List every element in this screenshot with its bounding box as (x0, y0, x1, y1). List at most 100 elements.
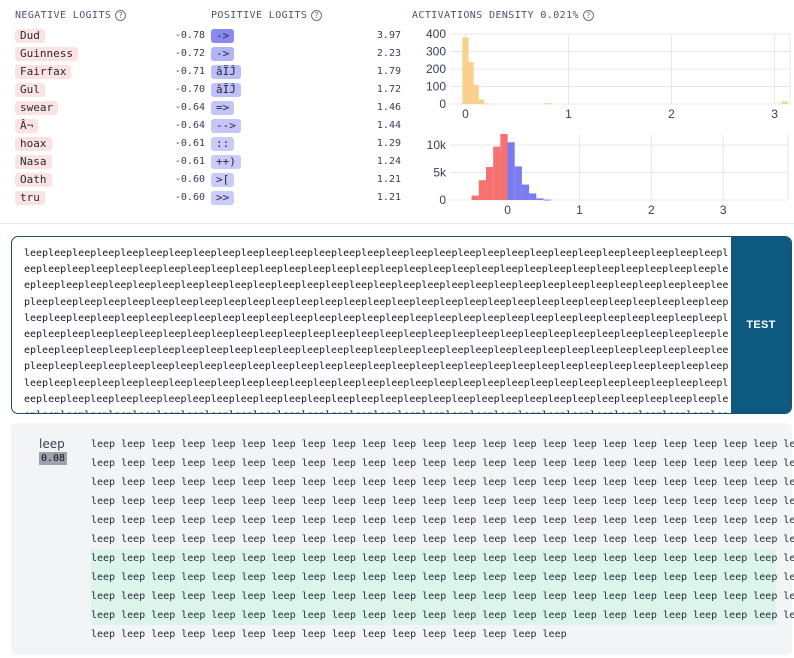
negative-logits-title: NEGATIVE LOGITS (15, 10, 112, 21)
positive-logits-title: POSITIVE LOGITS (211, 10, 308, 21)
density-bar (462, 37, 469, 104)
negative-logit-token: Nasa (15, 155, 52, 169)
y-tick-label: 10k (427, 138, 447, 152)
positive-logit-row: âĨĴ 1.79 (211, 63, 401, 81)
activations-density-header: ACTIVATIONS DENSITY 0.021% ? (412, 10, 594, 21)
help-icon[interactable]: ? (115, 10, 127, 21)
help-icon[interactable]: ? (582, 10, 594, 21)
negative-logits-header: NEGATIVE LOGITS ? (15, 10, 127, 21)
result-text-line: leep leep leep leep leep leep leep leep … (91, 439, 794, 450)
positive-logit-token: ++) (211, 155, 241, 169)
negative-logit-row: Fairfax -0.71 (15, 63, 205, 81)
positive-logit-token: >[ (211, 173, 235, 187)
x-tick-label: 3 (771, 107, 778, 121)
x-tick-label: 0 (504, 203, 511, 217)
positive-logit-value: 1.79 (376, 66, 401, 77)
negative-logit-token: Gul (15, 83, 45, 97)
positive-logit-value: 2.23 (376, 48, 401, 59)
result-text-line: leep leep leep leep leep leep leep leep … (91, 587, 794, 606)
x-tick-label: 1 (565, 107, 572, 121)
y-tick-label: 400 (426, 27, 446, 41)
positive-logit-value: 1.72 (376, 84, 401, 95)
logit-bar (500, 134, 508, 200)
positive-logit-value: 1.24 (376, 156, 401, 167)
negative-logit-value: -0.64 (174, 102, 205, 113)
negative-logit-row: Oath -0.60 (15, 171, 205, 189)
positive-logit-token: => (211, 101, 235, 115)
positive-logit-row: --> 1.44 (211, 117, 401, 135)
logit-bar (521, 184, 530, 200)
logit-bar (478, 180, 486, 200)
negative-logit-value: -0.64 (174, 120, 205, 131)
result-token: leep (39, 437, 65, 451)
result-text-line: leep leep leep leep leep leep leep leep … (91, 549, 794, 568)
result-text-line: leep leep leep leep leep leep leep leep … (91, 606, 794, 625)
y-tick-label: 100 (426, 80, 446, 94)
test-button[interactable]: TEST (731, 237, 791, 413)
logit-bar (529, 193, 537, 200)
y-tick-label: 0 (439, 97, 446, 111)
activation-density-histogram: 0 1 2 3 0 100 200 300 400 (426, 27, 791, 121)
negative-logit-value: -0.61 (174, 138, 205, 149)
result-text-line: leep leep leep leep leep leep leep leep … (91, 515, 794, 526)
negative-logit-row: swear -0.64 (15, 99, 205, 117)
positive-logit-token: :: (211, 137, 235, 151)
logit-bar (471, 195, 479, 200)
negative-logit-row: Guinness -0.72 (15, 45, 205, 63)
section-divider (0, 223, 794, 224)
logit-bar (543, 199, 551, 201)
test-input-box: leepleepleepleepleepleepleepleepleepleep… (11, 236, 792, 414)
negative-logit-token: tru (15, 191, 45, 205)
y-tick-label: 5k (433, 166, 447, 180)
negative-logit-token: swear (15, 101, 59, 115)
help-icon[interactable]: ? (311, 10, 323, 21)
positive-logit-row: -> 3.97 (211, 27, 401, 45)
y-tick-label: 300 (426, 45, 446, 59)
result-activation-text: leep leep leep leep leep leep leep leep … (91, 435, 794, 644)
negative-logit-row: tru -0.60 (15, 189, 205, 207)
negative-logit-token: Oath (15, 173, 52, 187)
x-tick-label: 3 (720, 203, 727, 217)
x-tick-label: 2 (668, 107, 675, 121)
positive-logit-token: -> (211, 47, 235, 61)
positive-logit-row: :: 1.29 (211, 135, 401, 153)
negative-logit-token: Fairfax (15, 65, 72, 79)
positive-logit-value: 1.44 (376, 120, 401, 131)
positive-logit-value: 1.21 (376, 192, 401, 203)
positive-logit-value: 3.97 (376, 30, 401, 41)
test-input-text[interactable]: leepleepleepleepleepleepleepleepleepleep… (24, 248, 729, 413)
negative-logit-value: -0.78 (174, 30, 205, 41)
positive-logit-token: -> (211, 29, 235, 43)
positive-logit-value: 1.21 (376, 174, 401, 185)
density-bar (472, 84, 479, 104)
activations-density-title: ACTIVATIONS DENSITY 0.021% (412, 10, 579, 21)
negative-logit-token: Â¬ (15, 119, 39, 133)
density-bar (781, 101, 788, 104)
negative-logit-token: Dud (15, 29, 45, 43)
logit-bar (507, 142, 515, 200)
positive-logit-row: >> 1.21 (211, 189, 401, 207)
y-tick-label: 0 (439, 193, 446, 207)
logit-bar (514, 166, 522, 200)
logit-bar (493, 146, 501, 200)
negative-logit-value: -0.71 (174, 66, 205, 77)
positive-logits-header: POSITIVE LOGITS ? (211, 10, 323, 21)
negative-logit-row: Dud -0.78 (15, 27, 205, 45)
density-bar (467, 62, 474, 104)
negative-logit-row: Nasa -0.61 (15, 153, 205, 171)
negative-logit-token: hoax (15, 137, 52, 151)
result-text-line: leep leep leep leep leep leep leep leep … (91, 458, 794, 469)
positive-logit-token: --> (211, 119, 241, 133)
negative-logit-value: -0.60 (174, 174, 205, 185)
positive-logit-value: 1.29 (376, 138, 401, 149)
positive-logit-row: => 1.46 (211, 99, 401, 117)
logit-distribution-histogram: 0 1 2 3 0 5k 10k (427, 134, 789, 217)
result-text-line: leep leep leep leep leep leep leep leep … (91, 477, 794, 488)
positive-logit-row: ++) 1.24 (211, 153, 401, 171)
test-result-panel: leep 0.08 leep leep leep leep leep leep … (11, 423, 794, 655)
positive-logit-token: >> (211, 191, 235, 205)
result-text-line: leep leep leep leep leep leep leep leep … (91, 534, 794, 545)
positive-logit-row: -> 2.23 (211, 45, 401, 63)
negative-logit-value: -0.61 (174, 156, 205, 167)
result-text-line: leep leep leep leep leep leep leep leep … (91, 496, 794, 507)
